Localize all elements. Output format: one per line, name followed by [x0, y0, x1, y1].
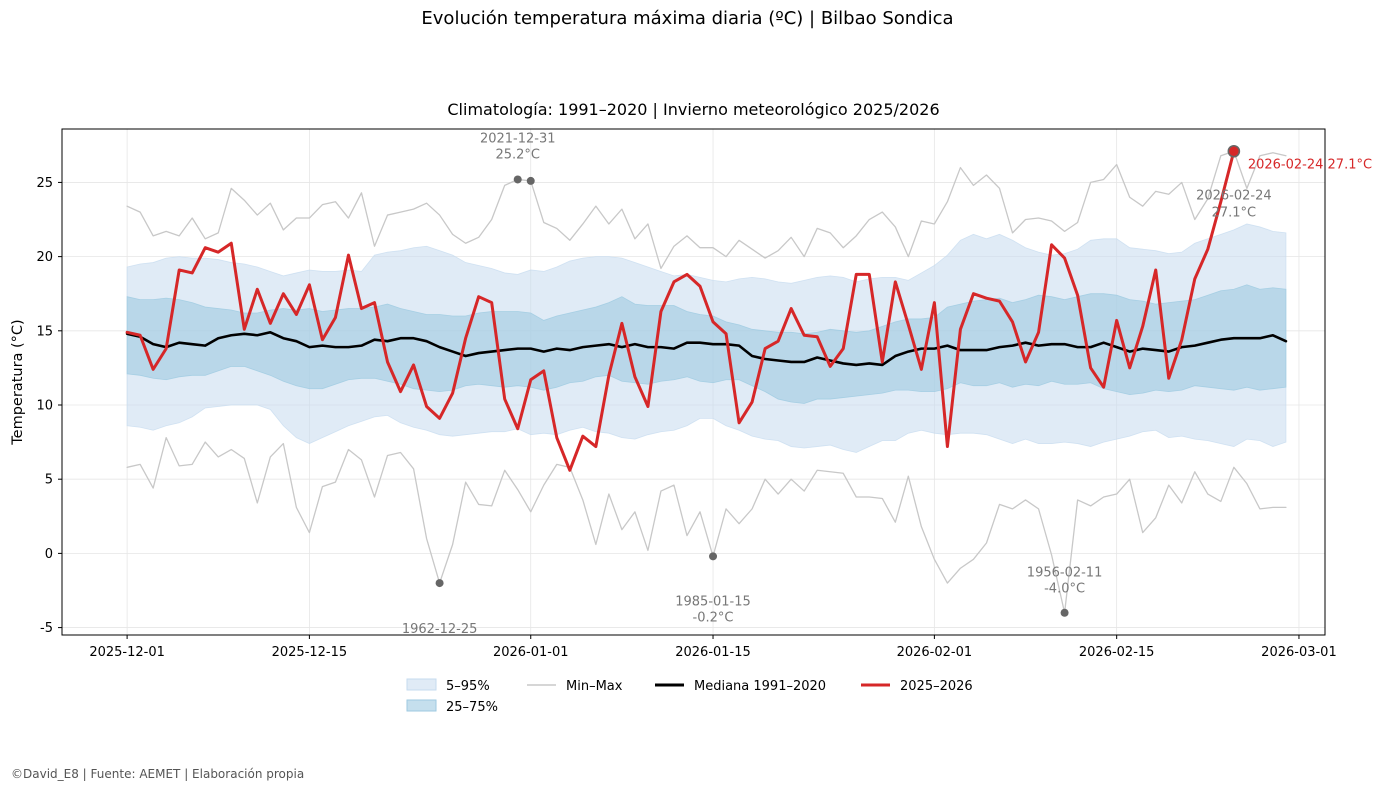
legend-label: 2025–2026: [900, 679, 973, 694]
record-min-date: 1956-02-11: [1027, 566, 1103, 581]
axes: -5 0 5 10 15 20 25 2025-12-01 2025-12-15 2026-01-…: [10, 100, 1337, 660]
legend-item: 2025–2026: [861, 679, 973, 694]
current-record-date: 2026-02-24: [1196, 188, 1272, 203]
legend-item: 5–95%: [406, 678, 490, 694]
record-min-value: -4.0°C: [1044, 582, 1085, 597]
legend-label: Mediana 1991–2020: [694, 679, 826, 694]
record-min-date: 1985-01-15: [675, 594, 751, 609]
x-tick-label: 2026-03-01: [1261, 645, 1337, 660]
record-max-date: 2021-12-31: [480, 131, 556, 146]
record-min-point: [1060, 608, 1069, 617]
legend-swatch: [406, 678, 437, 691]
y-tick-label: -5: [40, 621, 53, 636]
y-tick-label: 20: [36, 250, 53, 265]
record-min-point: [435, 579, 444, 588]
legend-item: Min–Max: [527, 679, 623, 694]
record-max-point: [526, 176, 535, 185]
record-max-point: [513, 175, 522, 184]
x-tick-label: 2025-12-01: [89, 645, 165, 660]
record-max-value: 25.2°C: [495, 147, 540, 162]
legend-label: Min–Max: [566, 679, 623, 694]
record-min-point: [709, 552, 718, 561]
y-tick-label: 25: [36, 176, 53, 191]
x-tick-label: 2025-12-15: [272, 645, 348, 660]
series-lines: [125, 149, 1288, 614]
current-last-point: [1227, 144, 1241, 158]
x-tick-label: 2026-01-01: [493, 645, 569, 660]
legend: 5–95% 25–75% Min–Max Mediana 1991–2020 2025–…: [406, 678, 973, 715]
series-max-line: [126, 150, 1287, 270]
series-current-line: [125, 149, 1236, 472]
record-min-date: 1962-12-25: [402, 622, 478, 637]
chart-title: Climatología: 1991–2020 | Invierno meteo…: [447, 100, 939, 119]
current-record-value: 27.1°C: [1212, 205, 1257, 220]
current-last-label: 2026-02-24 27.1°C: [1248, 157, 1372, 172]
y-tick-label: 0: [45, 547, 53, 562]
x-tick-label: 2026-02-01: [897, 645, 973, 660]
legend-swatch: [406, 699, 437, 712]
y-tick-label: 10: [36, 399, 53, 414]
legend-label: 5–95%: [446, 679, 490, 694]
legend-item: 25–75%: [406, 699, 498, 715]
y-tick-label: 5: [45, 473, 53, 488]
x-tick-label: 2026-02-15: [1079, 645, 1155, 660]
legend-item: Mediana 1991–2020: [655, 679, 826, 694]
series-median-line: [125, 330, 1288, 367]
plot-frame: [61, 128, 1326, 636]
legend-label: 25–75%: [446, 700, 498, 715]
y-axis-label: Temperatura (°C): [10, 319, 26, 445]
figure-suptitle: Evolución temperatura máxima diaria (ºC)…: [421, 8, 954, 29]
footer-credits: ©David_E8 | Fuente: AEMET | Elaboración …: [11, 767, 305, 781]
series-min-line: [126, 436, 1287, 614]
record-min-value: -0.2°C: [693, 610, 734, 625]
y-tick-label: 15: [36, 324, 53, 339]
x-tick-label: 2026-01-15: [675, 645, 751, 660]
